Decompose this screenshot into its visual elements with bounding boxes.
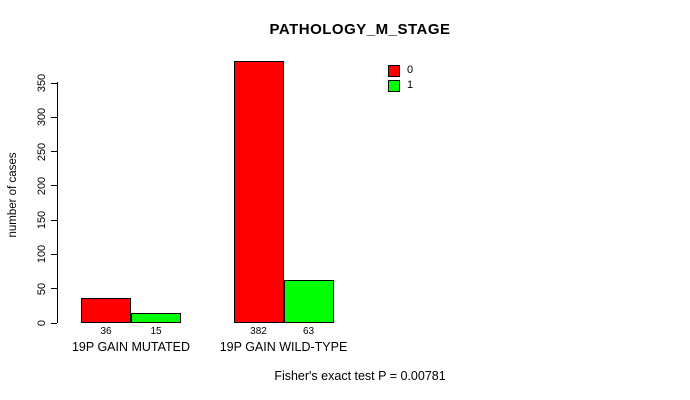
category-label: 19P GAIN WILD-TYPE [219,340,348,354]
y-tick-label: 50 [36,282,48,295]
chart-title: PATHOLOGY_M_STAGE [269,21,451,38]
legend-item-1: 1 [388,79,413,92]
y-tick-mark [51,151,57,153]
y-tick-mark [51,288,57,290]
y-tick-label: 150 [36,210,48,230]
y-tick-label: 350 [36,73,48,93]
y-tick-mark [51,116,57,118]
category-label: 19P GAIN MUTATED [71,340,191,354]
bar-value-label: 36 [100,326,112,337]
y-tick-label: 250 [36,142,48,161]
bar-value-label: 15 [150,326,162,337]
legend-label: 0 [407,64,414,76]
fisher-test-annotation: Fisher's exact test P = 0.00781 [274,369,446,383]
legend-swatch-icon [388,64,400,77]
y-tick-label: 300 [36,108,48,127]
y-tick-mark [51,322,57,324]
legend-item-0: 0 [388,64,413,77]
y-tick-mark [51,185,57,187]
y-axis-line [57,82,58,323]
bar-1-1 [283,280,334,323]
y-tick-mark [51,82,57,84]
y-tick-mark [51,219,57,221]
legend-swatch-icon [388,79,400,92]
y-tick-mark [51,253,57,255]
bar-0-1 [233,61,284,323]
legend-label: 1 [407,79,414,91]
bar-value-label: 382 [250,326,267,337]
y-tick-label: 0 [36,319,48,327]
bar-1-0 [131,313,181,323]
y-tick-label: 100 [36,245,48,264]
y-axis-title: number of cases [7,152,19,238]
bar-0-0 [81,298,131,323]
y-tick-label: 200 [36,176,48,196]
bar-value-label: 63 [302,326,315,337]
